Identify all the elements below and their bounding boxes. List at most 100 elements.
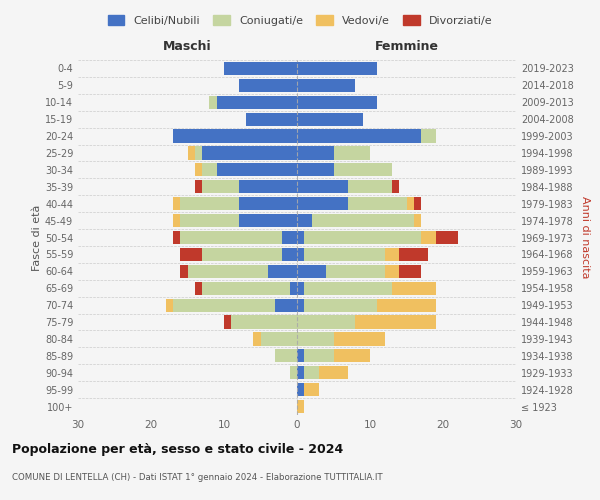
Bar (180, 248, 202, 261)
Bar (385, 264, 399, 278)
Bar (173, 197, 180, 210)
Bar (355, 316, 436, 328)
Bar (297, 366, 304, 380)
Bar (195, 146, 202, 160)
Bar (166, 298, 173, 312)
Bar (414, 197, 421, 210)
Bar (246, 112, 297, 126)
Bar (217, 164, 297, 176)
Bar (224, 316, 232, 328)
Bar (224, 62, 297, 75)
Bar (297, 248, 304, 261)
Bar (180, 231, 283, 244)
Bar (392, 282, 436, 295)
Bar (421, 231, 436, 244)
Bar (304, 366, 319, 380)
Bar (275, 349, 297, 362)
Bar (173, 298, 275, 312)
Bar (304, 298, 377, 312)
Bar (297, 316, 355, 328)
Bar (202, 248, 283, 261)
Bar (232, 316, 297, 328)
Bar (180, 214, 239, 227)
Bar (414, 214, 421, 227)
Bar (326, 264, 385, 278)
Bar (260, 332, 297, 345)
Y-axis label: Anni di nascita: Anni di nascita (580, 196, 590, 279)
Y-axis label: Fasce di età: Fasce di età (32, 204, 42, 270)
Bar (239, 214, 297, 227)
Bar (297, 197, 348, 210)
Bar (275, 298, 297, 312)
Text: Femmine: Femmine (374, 40, 439, 53)
Bar (297, 349, 304, 362)
Bar (399, 248, 428, 261)
Bar (297, 62, 377, 75)
Bar (297, 112, 362, 126)
Text: COMUNE DI LENTELLA (CH) - Dati ISTAT 1° gennaio 2024 - Elaborazione TUTTITALIA.I: COMUNE DI LENTELLA (CH) - Dati ISTAT 1° … (12, 472, 383, 482)
Bar (173, 214, 180, 227)
Bar (202, 164, 217, 176)
Bar (297, 298, 304, 312)
Bar (187, 264, 268, 278)
Bar (348, 197, 407, 210)
Bar (195, 180, 202, 194)
Bar (297, 264, 326, 278)
Bar (187, 146, 195, 160)
Bar (173, 130, 297, 142)
Bar (304, 231, 421, 244)
Bar (239, 197, 297, 210)
Bar (180, 264, 187, 278)
Bar (407, 197, 414, 210)
Bar (290, 366, 297, 380)
Bar (319, 366, 348, 380)
Bar (297, 214, 311, 227)
Bar (297, 146, 334, 160)
Bar (311, 214, 414, 227)
Bar (377, 298, 436, 312)
Bar (436, 231, 458, 244)
Bar (334, 349, 370, 362)
Bar (195, 282, 202, 295)
Bar (399, 264, 421, 278)
Bar (253, 332, 260, 345)
Bar (334, 164, 392, 176)
Bar (304, 282, 392, 295)
Text: Maschi: Maschi (163, 40, 212, 53)
Bar (304, 349, 334, 362)
Bar (304, 383, 319, 396)
Bar (239, 79, 297, 92)
Bar (348, 180, 392, 194)
Bar (290, 282, 297, 295)
Bar (334, 146, 370, 160)
Bar (334, 332, 385, 345)
Bar (283, 248, 297, 261)
Bar (297, 231, 304, 244)
Bar (202, 282, 290, 295)
Bar (297, 383, 304, 396)
Bar (297, 96, 377, 109)
Bar (385, 248, 399, 261)
Bar (297, 282, 304, 295)
Bar (297, 400, 304, 413)
Bar (297, 180, 348, 194)
Bar (283, 231, 297, 244)
Bar (297, 164, 334, 176)
Bar (304, 248, 385, 261)
Bar (209, 96, 217, 109)
Text: Popolazione per età, sesso e stato civile - 2024: Popolazione per età, sesso e stato civil… (12, 442, 343, 456)
Bar (195, 164, 202, 176)
Bar (421, 130, 436, 142)
Bar (202, 180, 239, 194)
Bar (202, 146, 297, 160)
Bar (297, 332, 334, 345)
Bar (173, 231, 180, 244)
Bar (392, 180, 399, 194)
Bar (217, 96, 297, 109)
Bar (297, 130, 421, 142)
Bar (268, 264, 297, 278)
Legend: Celibi/Nubili, Coniugati/e, Vedovi/e, Divorziati/e: Celibi/Nubili, Coniugati/e, Vedovi/e, Di… (103, 10, 497, 30)
Bar (239, 180, 297, 194)
Bar (297, 79, 355, 92)
Bar (180, 197, 239, 210)
